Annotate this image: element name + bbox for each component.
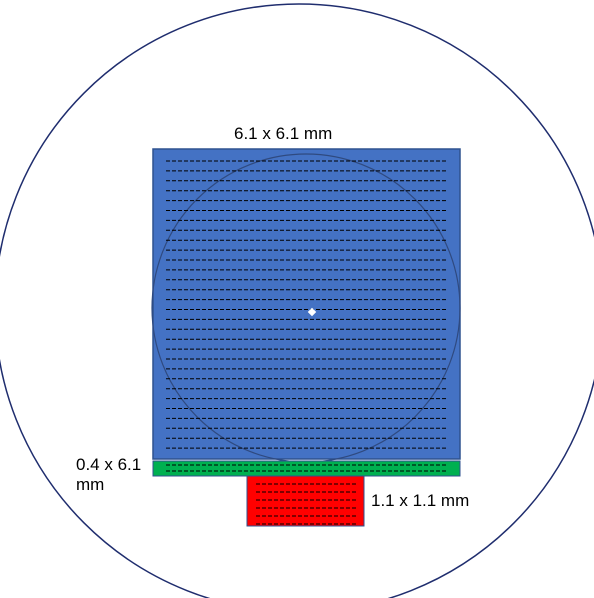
main-scan-region (152, 148, 461, 460)
red-region-dimension-label: 1.1 x 1.1 mm (371, 491, 470, 510)
main-scan-lines (166, 160, 448, 449)
center-marker (307, 307, 317, 317)
green-strip-region (152, 460, 461, 477)
red-region (246, 475, 365, 527)
green-strip-scan-lines (166, 464, 448, 472)
outer-field-circle (0, 3, 594, 598)
red-region-scan-lines (256, 483, 356, 525)
green-strip-dimension-label: 0.4 x 6.1 mm (76, 455, 142, 494)
main-region-dimension-label: 6.1 x 6.1 mm (234, 124, 333, 143)
